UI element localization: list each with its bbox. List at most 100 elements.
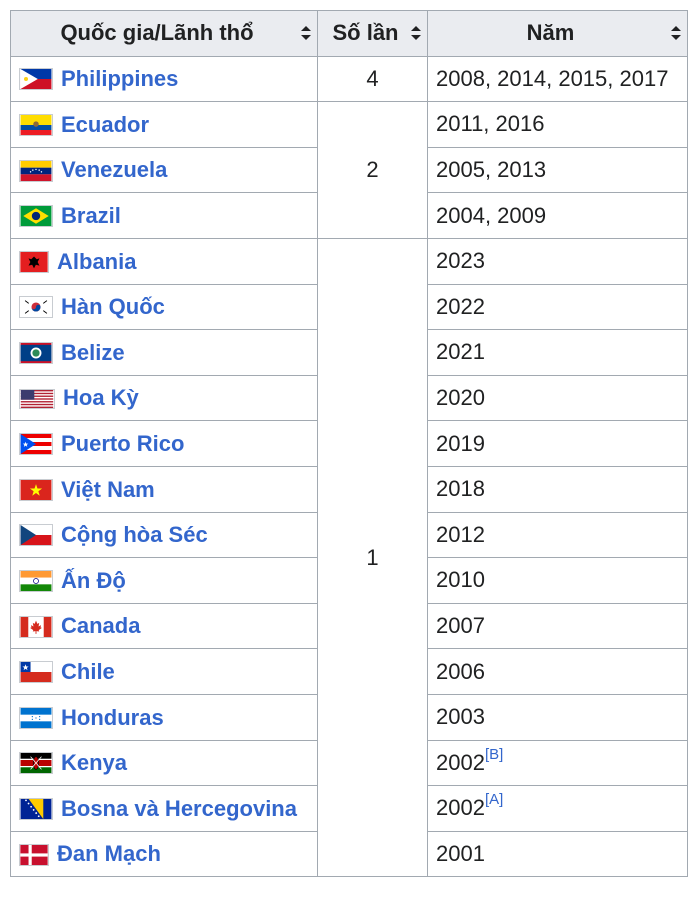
flag-south-korea-icon [19,296,53,319]
country-link[interactable]: Ấn Độ [61,568,126,594]
flag-chile-icon [19,661,53,684]
country-cell: Puerto Rico [10,420,318,467]
years-text: 2002 [436,795,485,821]
flag-puerto-rico-icon [19,433,53,456]
header-country[interactable]: Quốc gia/Lãnh thổ [10,10,318,57]
country-link[interactable]: Kenya [61,750,128,776]
table-row: Brazil 2004, 2009 [10,192,688,239]
years-cell: 2023 [427,237,688,285]
years-cell: 2007 [427,602,688,650]
flag-india-icon [19,570,53,593]
country-link[interactable]: Bosna và Hercegovina [61,795,297,821]
years-cell: 2005, 2013 [427,146,688,194]
footnote-link[interactable]: [B] [484,745,504,763]
country-link[interactable]: Albania [57,248,137,274]
table-row: Hoa Kỳ 2020 [10,374,688,422]
years-cell: 2004, 2009 [427,192,688,239]
sort-icon[interactable] [411,26,421,41]
country-cell: Kenya [10,739,318,787]
flag-denmark-icon [19,843,49,866]
count-cell: 1 [317,237,428,878]
country-link[interactable]: Canada [61,613,141,639]
country-cell: Belize [10,329,318,376]
footnote-link[interactable]: [A] [484,791,504,809]
country-link[interactable]: Việt Nam [61,476,155,502]
flag-brazil-icon [19,205,53,228]
years-cell: 2002[A] [427,785,688,832]
table-row: Cộng hòa Séc 2012 [10,511,688,559]
header-years-label: Năm [526,20,575,46]
flag-honduras-icon [19,706,53,729]
table-row: Bosna và Hercegovina 2002[A] [10,785,688,832]
country-cell: Canada [10,602,318,650]
count-cell: 2 [317,101,428,239]
country-link[interactable]: Brazil [61,203,121,229]
years-cell: 2022 [427,283,688,331]
flag-bosnia-icon [19,797,53,820]
years-cell: 2008, 2014, 2015, 2017 [427,55,688,103]
years-cell: 2002[B] [427,739,688,787]
table-row: Puerto Rico 2019 [10,420,688,467]
flag-vietnam-icon [19,478,53,501]
sort-icon[interactable] [301,26,311,41]
flag-philippines-icon [19,68,53,91]
years-cell: 2001 [427,830,688,878]
country-link[interactable]: Puerto Rico [61,431,185,457]
country-link[interactable]: Belize [61,340,125,366]
years-text: 2002 [436,749,485,775]
table-row: Albania 1 2023 [10,237,688,878]
country-cell: Honduras [10,693,318,741]
flag-czech-icon [19,524,53,547]
flag-venezuela-icon [19,159,53,182]
flag-canada-icon [19,615,53,638]
country-link[interactable]: Philippines [61,66,179,92]
years-cell: 2020 [427,374,688,422]
sort-icon[interactable] [671,26,681,41]
flag-ecuador-icon [19,114,53,137]
flag-belize-icon [19,342,53,365]
country-link[interactable]: Đan Mạch [57,841,161,867]
years-cell: 2003 [427,693,688,741]
table-row: Kenya 2002[B] [10,739,688,787]
header-count[interactable]: Số lần [317,10,428,57]
years-cell: 2021 [427,329,688,376]
country-cell: Đan Mạch [10,830,318,878]
table-row: Ấn Độ 2010 [10,557,688,604]
years-cell: 2012 [427,511,688,559]
table-row: Venezuela 2005, 2013 [10,146,688,194]
country-cell: Bosna và Hercegovina [10,785,318,832]
table-row: Ecuador 2 2011, 2016 [10,101,688,239]
years-cell: 2010 [427,557,688,604]
country-link[interactable]: Ecuador [61,112,150,138]
years-cell: 2018 [427,465,688,513]
country-link[interactable]: Hoa Kỳ [63,385,139,411]
country-cell: Ấn Độ [10,557,318,604]
years-cell: 2006 [427,648,688,695]
table-row: Việt Nam 2018 [10,465,688,513]
country-cell: Venezuela [10,146,318,194]
country-cell: Việt Nam [10,465,318,513]
country-link[interactable]: Chile [61,659,115,685]
country-cell: Cộng hòa Séc [10,511,318,559]
table-row: Chile 2006 [10,648,688,695]
country-cell: Albania [10,237,318,285]
years-cell: 2019 [427,420,688,467]
years-cell: 2011, 2016 [427,101,688,148]
header-years[interactable]: Năm [427,10,688,57]
country-cell: Chile [10,648,318,695]
table-row: Honduras 2003 [10,693,688,741]
country-cell: Hoa Kỳ [10,374,318,422]
country-link[interactable]: Venezuela [61,157,168,183]
country-cell: Ecuador [10,101,318,148]
flag-kenya-icon [19,752,53,775]
header-count-label: Số lần [332,20,399,46]
table-row: Canada 2007 [10,602,688,650]
flag-usa-icon [19,388,55,409]
country-cell: Hàn Quốc [10,283,318,331]
country-link[interactable]: Hàn Quốc [61,294,165,320]
count-cell: 4 [317,55,428,103]
winners-by-country-table: Quốc gia/Lãnh thổ Số lần Năm Philippines… [10,10,688,878]
country-link[interactable]: Honduras [61,704,164,730]
country-link[interactable]: Cộng hòa Séc [61,522,208,548]
header-row: Quốc gia/Lãnh thổ Số lần Năm [10,10,688,57]
